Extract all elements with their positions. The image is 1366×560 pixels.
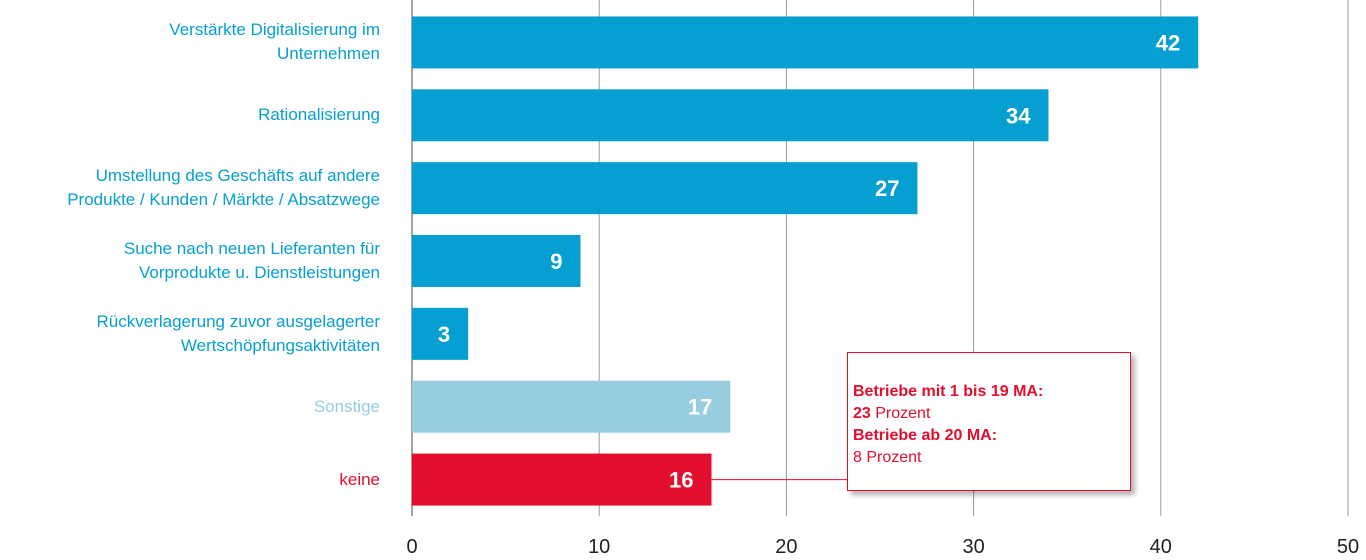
annotation-line: 23 Prozent	[853, 403, 1130, 425]
bar	[412, 380, 731, 433]
annotation-line: 8 Prozent	[853, 447, 1130, 469]
x-tick-label: 50	[1337, 536, 1359, 558]
annotation-line: Betriebe mit 1 bis 19 MA:	[853, 381, 1130, 403]
bar	[412, 453, 712, 506]
bar	[412, 307, 469, 360]
x-tick-label: 30	[962, 536, 984, 558]
annotation-text: 23	[853, 405, 871, 422]
x-tick-label: 40	[1150, 536, 1172, 558]
annotation-box: Betriebe mit 1 bis 19 MA: 23 Prozent Betri…	[847, 352, 1131, 491]
value-label: 3	[438, 322, 450, 347]
bar	[412, 89, 1049, 142]
x-tick-label: 0	[406, 536, 417, 558]
value-label: 17	[688, 395, 712, 420]
category-label: Rückverlagerung zuvor ausgelagerter Wert…	[96, 311, 381, 355]
category-label: Umstellung des Geschäfts auf andere Prod…	[67, 166, 380, 210]
category-label: Suche nach neuen Lieferanten für Vorprod…	[123, 239, 380, 282]
x-tick-label: 20	[775, 536, 797, 558]
value-label: 27	[875, 176, 899, 201]
annotation-text: 8 Prozent	[853, 449, 922, 466]
annotation-text: Betriebe mit 1 bis 19 MA:	[853, 383, 1044, 400]
category-label: Sonstige	[313, 396, 380, 416]
value-label: 9	[550, 249, 562, 274]
category-label: keine	[339, 469, 380, 489]
category-label: Rationalisierung	[258, 105, 380, 125]
bar	[412, 162, 918, 215]
annotation-line: Betriebe ab 20 MA:	[853, 425, 1130, 447]
value-label: 42	[1156, 30, 1180, 55]
value-label: 16	[669, 468, 693, 493]
bar	[412, 235, 581, 287]
x-tick-label: 10	[588, 536, 610, 558]
annotation-text: Betriebe ab 20 MA:	[853, 427, 998, 444]
value-label: 34	[1006, 103, 1031, 128]
bar	[412, 16, 1199, 69]
annotation-text: Prozent	[870, 405, 931, 422]
category-label: Verstärkte Digitalisierung im Unternehme…	[169, 20, 380, 64]
